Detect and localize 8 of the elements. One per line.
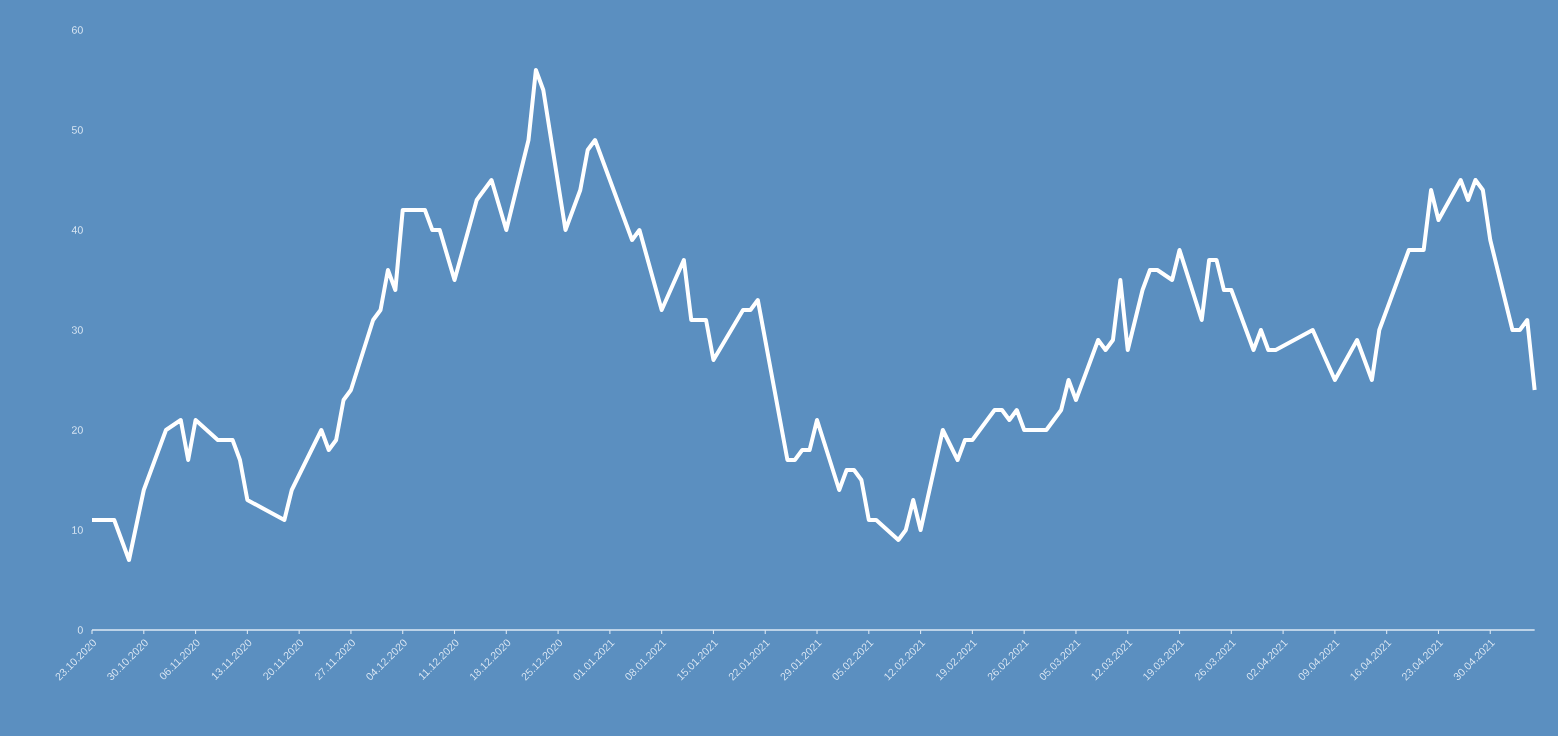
y-tick-label: 10 xyxy=(72,526,83,534)
line-series xyxy=(90,68,1537,562)
y-tick-label: 40 xyxy=(71,226,83,234)
y-tick-label: 50 xyxy=(71,126,83,134)
y-tick-label: 20 xyxy=(71,426,83,434)
y-tick-label: 60 xyxy=(71,26,83,34)
y-tick-label: 30 xyxy=(71,326,83,334)
y-tick-label: 0 xyxy=(77,626,83,634)
